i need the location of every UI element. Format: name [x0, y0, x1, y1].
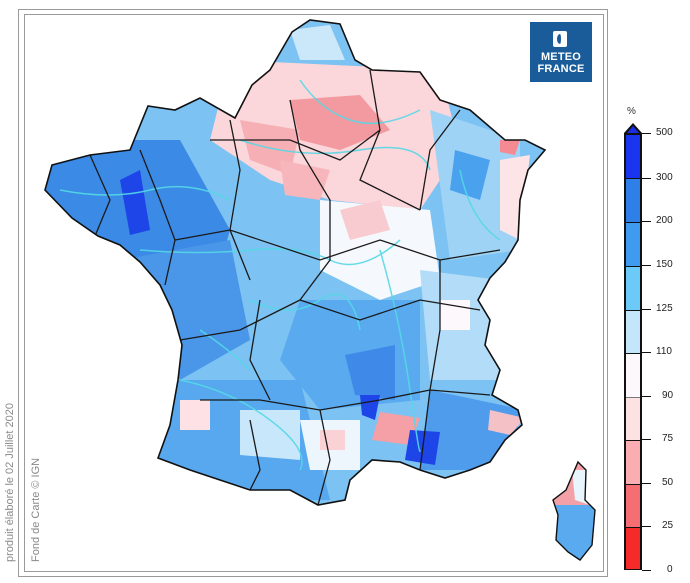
legend-seg-0-25: [626, 527, 640, 569]
legend-arrow-fill: [627, 126, 639, 133]
legend-seg-90-110: [626, 353, 640, 398]
legend-seg-50-75: [626, 440, 640, 485]
legend-tick: [642, 526, 651, 527]
legend-tick: [642, 570, 651, 571]
legend-seg-110-125: [626, 310, 640, 354]
legend-tick: [642, 265, 651, 266]
legend-label-25: 25: [662, 520, 674, 531]
legend-label-110: 110: [656, 346, 672, 357]
meteo-france-logo: METEO FRANCE: [530, 22, 592, 82]
legend-tick: [642, 309, 651, 310]
legend-seg-150-200: [626, 222, 640, 267]
logo-text-line2: FRANCE: [537, 63, 585, 75]
legend-label-90: 90: [662, 390, 674, 401]
legend-tick: [642, 483, 651, 484]
legend-seg-300-500: [626, 135, 640, 178]
legend-seg-75-90: [626, 397, 640, 441]
legend-label-200: 200: [656, 215, 673, 226]
legend-tick: [642, 352, 651, 353]
legend-seg-200-300: [626, 178, 640, 223]
map-frame-inner: [24, 14, 604, 572]
france-precipitation-map: [44, 19, 596, 561]
legend-label-75: 75: [662, 433, 674, 444]
legend-color-bar: [624, 133, 642, 570]
legend-label-50: 50: [662, 477, 674, 488]
legend-label-150: 150: [656, 259, 673, 270]
map-frame-outer: [18, 9, 608, 577]
legend-label-0: 0: [667, 564, 673, 575]
legend-tick: [642, 178, 651, 179]
legend-label-125: 125: [656, 303, 673, 314]
production-date-text: produit élaboré le 02 Juillet 2020: [4, 402, 16, 562]
legend-tick: [642, 396, 651, 397]
legend-tick: [642, 133, 651, 134]
legend-seg-25-50: [626, 484, 640, 528]
legend-seg-125-150: [626, 266, 640, 311]
legend-tick: [642, 439, 651, 440]
corsica-coastline: [552, 460, 596, 561]
meteo-france-logo-icon: [553, 31, 567, 47]
legend-unit: %: [627, 106, 636, 117]
legend-label-500: 500: [656, 127, 673, 138]
legend-tick: [642, 221, 651, 222]
mainland-fill: [45, 20, 545, 505]
france-coastline: [44, 19, 547, 506]
legend-label-300: 300: [656, 172, 673, 183]
logo-text-line1: METEO: [540, 51, 582, 63]
